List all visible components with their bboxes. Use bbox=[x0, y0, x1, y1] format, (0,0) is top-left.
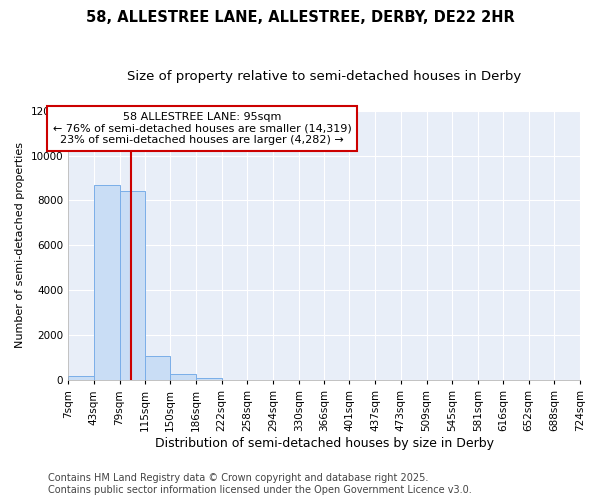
Bar bbox=[94, 184, 119, 380]
Bar bbox=[145, 356, 170, 380]
Text: 58 ALLESTREE LANE: 95sqm
← 76% of semi-detached houses are smaller (14,319)
23% : 58 ALLESTREE LANE: 95sqm ← 76% of semi-d… bbox=[53, 112, 352, 145]
X-axis label: Distribution of semi-detached houses by size in Derby: Distribution of semi-detached houses by … bbox=[155, 437, 494, 450]
Bar bbox=[119, 192, 145, 380]
Title: Size of property relative to semi-detached houses in Derby: Size of property relative to semi-detach… bbox=[127, 70, 521, 83]
Bar bbox=[170, 374, 196, 380]
Bar bbox=[68, 376, 94, 380]
Bar bbox=[196, 378, 221, 380]
Y-axis label: Number of semi-detached properties: Number of semi-detached properties bbox=[15, 142, 25, 348]
Text: Contains HM Land Registry data © Crown copyright and database right 2025.
Contai: Contains HM Land Registry data © Crown c… bbox=[48, 474, 472, 495]
Text: 58, ALLESTREE LANE, ALLESTREE, DERBY, DE22 2HR: 58, ALLESTREE LANE, ALLESTREE, DERBY, DE… bbox=[86, 10, 514, 25]
